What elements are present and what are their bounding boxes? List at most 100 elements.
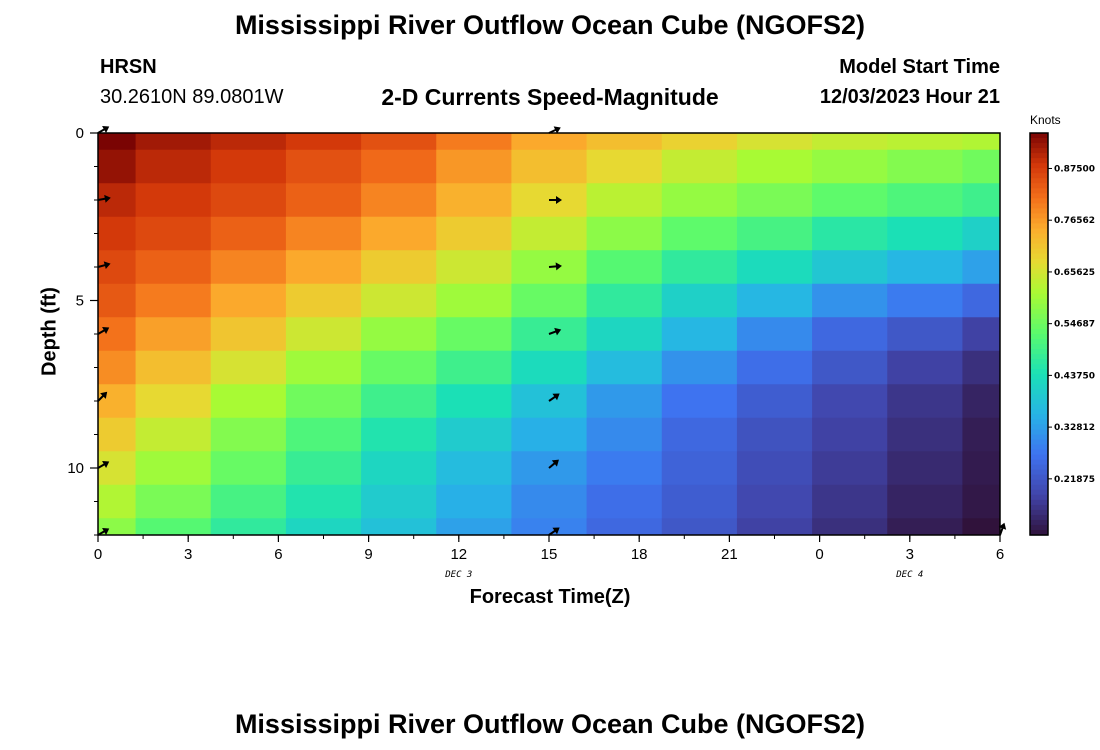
heatmap-cell (812, 451, 888, 486)
heatmap-cell (135, 484, 212, 519)
heatmap-cell (285, 384, 362, 419)
x-tick-label: 21 (721, 546, 738, 563)
colorbar-segment (1030, 429, 1048, 436)
colorbar-segment (1030, 519, 1048, 526)
colorbar-segment (1030, 243, 1048, 250)
colorbar-tick-label: 0.54687 (1054, 320, 1095, 330)
colorbar-frame (1029, 132, 1049, 536)
heatmap-cell (361, 133, 437, 151)
heatmap-cell (736, 518, 813, 536)
colorbar-tick-label: 0.87500 (1054, 164, 1095, 174)
station-name: HRSN (100, 56, 157, 78)
heatmap-cell (135, 384, 212, 419)
x-tick-label: 3 (184, 546, 192, 563)
colorbar-segment (1030, 303, 1048, 310)
colorbar-segment (1030, 293, 1048, 300)
colorbar-segment (1030, 504, 1048, 511)
colorbar-segment (1030, 424, 1048, 431)
colorbar-segment (1030, 223, 1048, 230)
heatmap-cell (511, 283, 588, 318)
heatmap-cell (661, 518, 738, 536)
heatmap-cell (736, 250, 813, 285)
heatmap-cell (210, 183, 287, 218)
colorbar-tick-label: 0.65625 (1054, 268, 1095, 278)
heatmap-cell (661, 250, 738, 285)
colorbar-segment (1030, 188, 1048, 194)
colorbar-segment (1030, 143, 1048, 149)
heatmap-cell (812, 133, 888, 151)
colorbar-segment (1030, 198, 1048, 204)
colorbar-segment (1030, 444, 1048, 451)
heatmap-cell (210, 384, 287, 419)
heatmap-cell (98, 149, 137, 184)
colorbar-segment (1030, 323, 1048, 330)
plot-axes: 0 3 6 9 12 15 18 21 0 3 6 DEC 3 DEC 4 0 5 10 (67, 125, 1004, 580)
heatmap-cell (511, 484, 588, 519)
colorbar-segment (1030, 233, 1048, 240)
colorbar-segment (1030, 479, 1048, 486)
heatmap-cell (98, 518, 137, 536)
heatmap-cell (98, 417, 137, 452)
colorbar-segment (1030, 349, 1048, 355)
heatmap-cell (812, 350, 888, 385)
x-tick-label: 15 (541, 546, 558, 563)
heatmap-cell (98, 216, 137, 251)
chart-subtitle: 2-D Currents Speed-Magnitude (381, 84, 719, 110)
colorbar-segment (1030, 193, 1048, 199)
heatmap-cell (661, 417, 738, 452)
heatmap-cell (135, 216, 212, 251)
colorbar-segment (1030, 379, 1048, 385)
colorbar-segment (1030, 364, 1048, 370)
x-tick-label: 6 (996, 546, 1004, 563)
heatmap-cell (285, 451, 362, 486)
heatmap-cell (361, 250, 437, 285)
x-tick-label: 3 (906, 546, 914, 563)
heatmap-cell (812, 384, 888, 419)
heatmap-cell (511, 216, 588, 251)
colorbar-segment (1030, 354, 1048, 360)
heatmap-cell (210, 451, 287, 486)
heatmap-cell (361, 149, 437, 184)
colorbar-tick-label: 0.76562 (1054, 216, 1095, 226)
heatmap-cell (661, 133, 738, 151)
heatmap-cell (285, 149, 362, 184)
heatmap-cell (736, 133, 813, 151)
x-tick-label: 18 (631, 546, 648, 563)
colorbar-segment (1030, 178, 1048, 184)
heatmap-cell (736, 417, 813, 452)
colorbar-tick-label: 0.43750 (1054, 371, 1095, 381)
heatmap-cell (361, 350, 437, 385)
x-tick-label: 12 (450, 546, 467, 563)
heatmap-cell (962, 183, 1001, 218)
heatmap-cell (586, 149, 663, 184)
heatmap-cell (736, 484, 813, 519)
colorbar-unit-label: Knots (1030, 113, 1061, 127)
heatmap-cell (135, 350, 212, 385)
heatmap-cell (436, 183, 512, 218)
heatmap-cell (285, 417, 362, 452)
heatmap-cell (436, 216, 512, 251)
colorbar-segment (1030, 384, 1048, 390)
repeated-chart-title: Mississippi River Outflow Ocean Cube (NG… (234, 709, 866, 739)
date-label: DEC 4 (895, 570, 923, 580)
colorbar-segment (1030, 389, 1048, 395)
colorbar-segment (1030, 509, 1048, 516)
heatmap-cell (436, 350, 512, 385)
heatmap-cell (586, 283, 663, 318)
heatmap-cell (736, 384, 813, 419)
heatmap-cell (962, 417, 1001, 452)
heatmap-cell (210, 350, 287, 385)
heatmap-cell (210, 250, 287, 285)
heatmap-cell (210, 317, 287, 352)
heatmap-cell (285, 216, 362, 251)
heatmap-cell (135, 250, 212, 285)
heatmap-cell (962, 518, 1001, 536)
heatmap-cell (511, 133, 588, 151)
heatmap-cell (98, 384, 137, 419)
colorbar-segment (1030, 253, 1048, 260)
colorbar-segment (1030, 434, 1048, 441)
colorbar-segment (1030, 228, 1048, 235)
colorbar-segment (1030, 454, 1048, 461)
heatmap-cell (736, 283, 813, 318)
colorbar-segment (1030, 183, 1048, 189)
